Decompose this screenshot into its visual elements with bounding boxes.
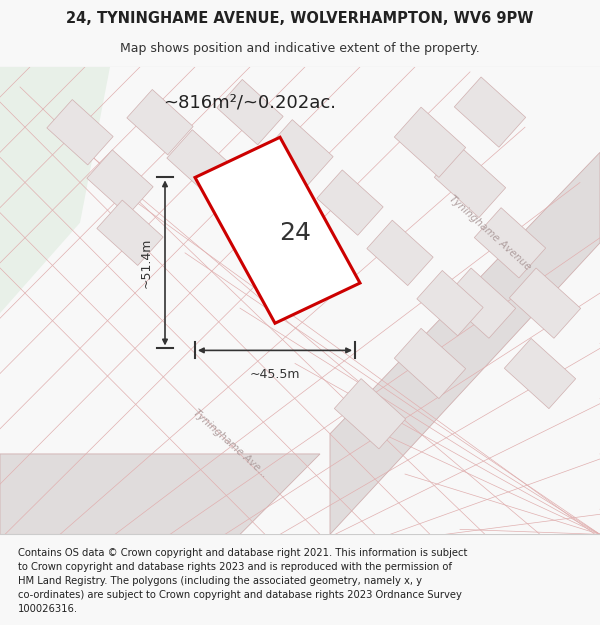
Polygon shape <box>394 107 466 178</box>
Polygon shape <box>47 99 113 165</box>
Text: 24: 24 <box>279 221 311 245</box>
Polygon shape <box>505 338 575 409</box>
Polygon shape <box>217 79 283 145</box>
Polygon shape <box>97 200 163 266</box>
Polygon shape <box>87 150 153 215</box>
Polygon shape <box>0 454 320 534</box>
Polygon shape <box>267 119 333 185</box>
Polygon shape <box>434 148 506 218</box>
Text: ~45.5m: ~45.5m <box>250 369 300 381</box>
Text: ~51.4m: ~51.4m <box>140 238 153 288</box>
Text: Tyninghame Ave...: Tyninghame Ave... <box>191 408 269 480</box>
Text: Map shows position and indicative extent of the property.: Map shows position and indicative extent… <box>120 42 480 54</box>
Polygon shape <box>367 220 433 286</box>
Polygon shape <box>445 268 515 338</box>
Polygon shape <box>454 77 526 148</box>
Polygon shape <box>195 138 360 323</box>
Polygon shape <box>394 328 466 399</box>
Polygon shape <box>330 152 600 534</box>
Text: 24, TYNINGHAME AVENUE, WOLVERHAMPTON, WV6 9PW: 24, TYNINGHAME AVENUE, WOLVERHAMPTON, WV… <box>67 11 533 26</box>
Polygon shape <box>127 89 193 155</box>
Polygon shape <box>317 170 383 235</box>
Text: Contains OS data © Crown copyright and database right 2021. This information is : Contains OS data © Crown copyright and d… <box>18 548 467 614</box>
Polygon shape <box>0 67 110 313</box>
Polygon shape <box>509 268 581 338</box>
Polygon shape <box>417 271 483 336</box>
Polygon shape <box>475 208 545 278</box>
Polygon shape <box>167 130 233 195</box>
Text: ~816m²/~0.202ac.: ~816m²/~0.202ac. <box>163 93 337 111</box>
Text: Tyninghame Avenue: Tyninghame Avenue <box>447 194 533 272</box>
Polygon shape <box>334 379 406 449</box>
